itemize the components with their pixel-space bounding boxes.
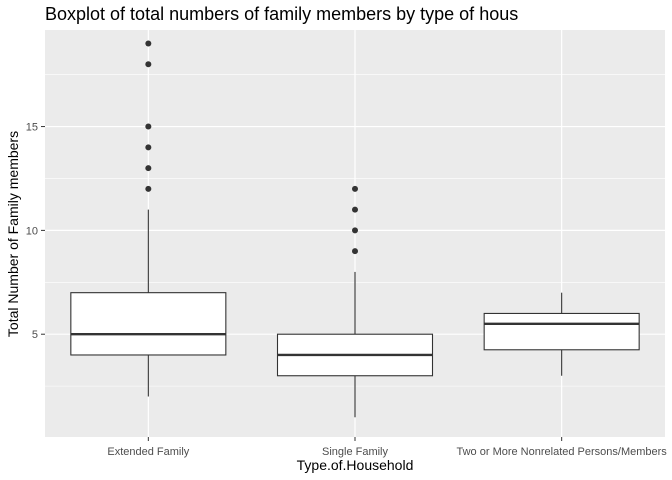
outlier-point	[145, 185, 152, 192]
box-group	[276, 185, 434, 418]
outlier-point	[352, 248, 358, 255]
x-tick-label: Extended Family	[107, 446, 189, 458]
box-iqr	[70, 292, 227, 356]
x-tick-label: Two or More Nonrelated Persons/Members	[457, 446, 668, 458]
box-group	[483, 292, 640, 376]
outlier-point	[352, 227, 358, 234]
outlier-point	[352, 206, 358, 213]
chart-title: Boxplot of total numbers of family membe…	[45, 4, 518, 24]
x-axis-ticks: Extended Family Single Family Two or More …	[107, 437, 667, 458]
x-axis-title: Type.of.Household	[297, 457, 414, 473]
y-tick-label: 5	[32, 329, 38, 341]
y-axis-ticks: 5 10 15	[26, 122, 45, 341]
box-group	[70, 40, 227, 397]
outlier-point	[145, 165, 152, 172]
boxes-layer	[70, 40, 640, 418]
outlier-point	[145, 61, 152, 68]
x-tick-label: Single Family	[322, 446, 389, 458]
outlier-point	[145, 144, 152, 151]
outlier-point	[352, 185, 358, 192]
box-iqr	[483, 312, 640, 351]
y-axis-title: Total Number of Family members	[5, 131, 21, 337]
y-tick-label: 10	[26, 225, 38, 237]
y-tick-label: 15	[26, 122, 38, 134]
outlier-point	[145, 40, 152, 47]
outlier-point	[145, 123, 152, 130]
